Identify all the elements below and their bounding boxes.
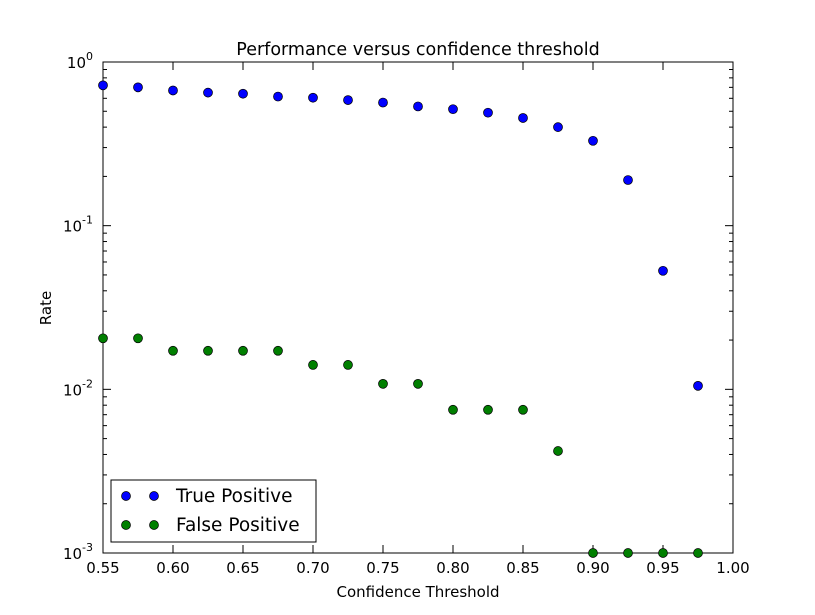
- data-point-true-positive: [623, 175, 633, 185]
- data-point-false-positive: [308, 360, 318, 370]
- legend-box: [110, 479, 317, 543]
- data-point-false-positive: [343, 360, 353, 370]
- data-point-false-positive: [693, 548, 703, 558]
- y-tick-label: 100: [67, 50, 93, 72]
- x-axis-label: Confidence Threshold: [336, 583, 499, 601]
- data-point-false-positive: [378, 379, 388, 389]
- legend-marker-true-positive-1: [121, 491, 131, 501]
- x-tick-label: 0.60: [156, 559, 189, 577]
- data-point-true-positive: [98, 80, 108, 91]
- data-point-true-positive: [693, 381, 703, 391]
- x-tick-label: 1.00: [716, 559, 749, 577]
- data-point-false-positive: [238, 345, 248, 356]
- data-point-false-positive: [483, 404, 493, 415]
- data-point-false-positive: [203, 345, 213, 356]
- x-tick-label: 0.95: [646, 559, 679, 577]
- y-tick-label: 10-3: [63, 541, 93, 563]
- data-point-true-positive: [588, 135, 598, 146]
- data-point-false-positive: [168, 345, 178, 356]
- data-point-false-positive: [658, 548, 668, 558]
- chart-title: Performance versus confidence threshold: [236, 40, 599, 60]
- data-point-false-positive: [273, 345, 283, 356]
- data-point-true-positive: [483, 107, 493, 118]
- legend-label-true-positive: True Positive: [175, 486, 293, 507]
- y-axis-label: Rate: [37, 291, 55, 325]
- x-tick-label: 0.85: [506, 559, 539, 577]
- data-point-true-positive: [378, 97, 388, 108]
- data-point-false-positive: [588, 548, 598, 558]
- data-point-true-positive: [343, 95, 353, 105]
- data-point-false-positive: [518, 404, 528, 415]
- data-point-false-positive: [98, 333, 108, 344]
- data-point-false-positive: [448, 404, 458, 415]
- points-layer: [98, 80, 703, 558]
- legend-label-false-positive: False Positive: [176, 515, 300, 536]
- data-point-true-positive: [518, 113, 528, 123]
- legend-marker-true-positive-2: [149, 491, 159, 501]
- legend: True Positive False Positive: [110, 479, 317, 543]
- data-point-true-positive: [133, 82, 143, 93]
- plot-frame: [102, 61, 734, 554]
- legend-marker-false-positive-1: [121, 520, 131, 530]
- x-tick-label: 0.55: [86, 559, 119, 577]
- data-point-true-positive: [203, 87, 213, 98]
- y-tick-label: 10-2: [63, 377, 93, 399]
- x-tick-label: 0.90: [576, 559, 609, 577]
- y-tick-label: 10-1: [63, 214, 93, 236]
- x-tick-label: 0.80: [436, 559, 469, 577]
- data-point-true-positive: [238, 88, 248, 99]
- x-tick-label: 0.65: [226, 559, 259, 577]
- x-tick-label: 0.70: [296, 559, 329, 577]
- data-point-true-positive: [553, 122, 563, 132]
- legend-marker-false-positive-2: [149, 520, 159, 530]
- data-point-false-positive: [413, 379, 423, 389]
- data-point-false-positive: [133, 333, 143, 344]
- data-point-false-positive: [553, 446, 563, 456]
- data-point-true-positive: [308, 92, 318, 103]
- data-point-true-positive: [168, 85, 178, 96]
- data-point-false-positive: [623, 548, 633, 558]
- ticks-layer: 0.55 0.60 0.65 0.70 0.75 0.80 0.85 0.90 0.95 1.00…: [63, 50, 750, 577]
- data-point-true-positive: [658, 265, 668, 276]
- data-point-true-positive: [273, 91, 283, 102]
- data-point-true-positive: [448, 104, 458, 115]
- x-tick-label: 0.75: [366, 559, 399, 577]
- data-point-true-positive: [413, 101, 423, 112]
